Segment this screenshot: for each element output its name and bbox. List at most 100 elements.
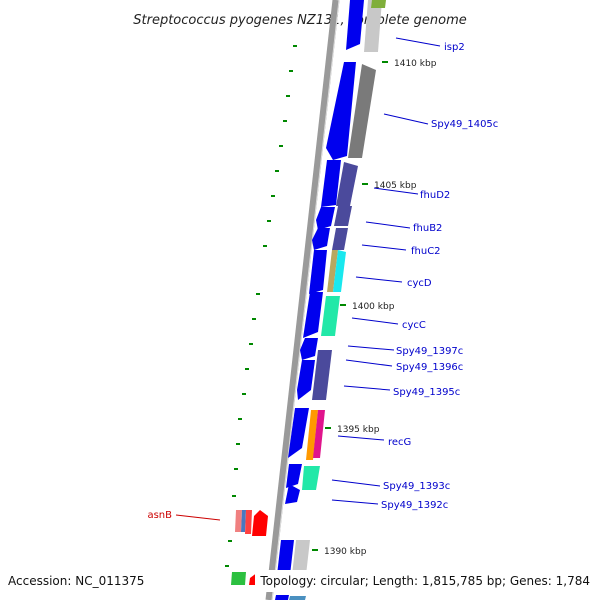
cds-feature[interactable] xyxy=(275,595,289,600)
gc-dot xyxy=(242,393,246,395)
gc-trace-dots xyxy=(225,45,297,567)
cds-feature[interactable] xyxy=(312,228,330,250)
gene-label[interactable]: Spy49_1395c xyxy=(393,387,460,398)
cds-feature[interactable] xyxy=(316,207,335,230)
gene-label[interactable]: Spy49_1392c xyxy=(381,500,448,511)
cog-feature[interactable] xyxy=(333,250,346,292)
topology-label: Topology: circular; Length: 1,815,785 bp… xyxy=(259,574,590,588)
gene-label[interactable]: asnB xyxy=(147,510,172,521)
cds-feature[interactable] xyxy=(303,292,323,338)
gc-dot xyxy=(271,195,275,197)
cds-features xyxy=(275,0,364,600)
accession-label: Accession: NC_011375 xyxy=(8,574,144,588)
gc-dot xyxy=(249,343,253,345)
kbp-tick xyxy=(362,183,368,185)
gc-dot xyxy=(238,418,242,420)
cog-feature[interactable] xyxy=(302,466,320,490)
gene-label-leader xyxy=(365,221,411,229)
gene-label-leader xyxy=(331,499,379,505)
cog-feature[interactable] xyxy=(321,296,340,336)
gene-labels: isp2 Spy49_1405c fhuD2 fhuB2 fhuC2 cycD cycC Sp… xyxy=(147,37,498,521)
cog-feature[interactable] xyxy=(348,64,376,158)
gene-label-leader xyxy=(347,345,395,351)
gene-label[interactable]: Spy49_1397c xyxy=(396,346,463,357)
gene-label[interactable]: cycC xyxy=(402,320,426,331)
kbp-label: 1410 kbp xyxy=(394,59,437,69)
cds-feature[interactable] xyxy=(241,510,246,532)
cds-feature[interactable] xyxy=(309,250,327,294)
gc-dot xyxy=(263,245,267,247)
cds-feature[interactable] xyxy=(231,572,246,585)
gene-label-leader xyxy=(345,359,393,367)
gene-label[interactable]: fhuB2 xyxy=(413,223,442,234)
gc-dot xyxy=(289,70,293,72)
cog-feature[interactable] xyxy=(327,250,338,292)
gene-label-leader xyxy=(343,385,391,391)
kbp-tick xyxy=(340,304,346,306)
gene-label[interactable]: fhuD2 xyxy=(420,190,450,201)
asnb-cluster xyxy=(231,510,268,585)
cds-feature[interactable] xyxy=(346,0,364,50)
cds-feature[interactable] xyxy=(285,484,300,504)
gc-dot xyxy=(252,318,256,320)
gene-label[interactable]: cycD xyxy=(407,278,432,289)
cds-feature[interactable] xyxy=(300,338,318,360)
gene-label-leader xyxy=(351,317,399,325)
cds-feature[interactable] xyxy=(288,408,309,458)
gc-dot xyxy=(286,95,290,97)
gene-label-leader xyxy=(395,37,441,47)
gene-label-leader xyxy=(361,244,407,251)
cog-feature[interactable] xyxy=(289,596,306,600)
kbp-tick xyxy=(382,61,388,63)
cog-feature[interactable] xyxy=(364,0,382,52)
cog-feature[interactable] xyxy=(336,162,358,206)
kbp-label: 1390 kbp xyxy=(324,547,367,557)
gene-label-leader xyxy=(175,514,221,521)
cog-feature[interactable] xyxy=(306,410,318,460)
kbp-label: 1395 kbp xyxy=(337,425,380,435)
cds-feature[interactable] xyxy=(297,360,315,400)
gene-label[interactable]: Spy49_1405c xyxy=(431,119,498,130)
cds-feature[interactable] xyxy=(286,464,302,488)
cds-feature[interactable] xyxy=(277,540,294,575)
cog-feature[interactable] xyxy=(312,350,332,400)
gene-label[interactable]: isp2 xyxy=(444,42,465,53)
kbp-tick xyxy=(325,427,331,429)
gc-dot xyxy=(225,565,229,567)
gc-dot xyxy=(232,495,236,497)
gc-dot xyxy=(275,170,279,172)
gene-label[interactable]: Spy49_1393c xyxy=(383,481,450,492)
cds-feature[interactable] xyxy=(245,510,252,534)
kbp-label: 1405 kbp xyxy=(374,181,417,191)
gene-label-leader xyxy=(373,187,419,195)
footer-backdrop xyxy=(255,570,595,592)
gene-label[interactable]: recG xyxy=(388,437,411,448)
cds-feature[interactable] xyxy=(252,510,268,536)
gc-dot xyxy=(234,468,238,470)
cog-feature[interactable] xyxy=(292,540,310,575)
gene-label[interactable]: fhuC2 xyxy=(411,246,441,257)
gc-dot xyxy=(279,145,283,147)
gc-dot xyxy=(236,443,240,445)
gene-label[interactable]: Spy49_1396c xyxy=(396,362,463,373)
gene-label-leader xyxy=(355,276,403,283)
cog-feature[interactable] xyxy=(332,228,348,250)
cog-features xyxy=(289,0,386,600)
gc-dot xyxy=(293,45,297,47)
gene-label-leader xyxy=(331,479,381,487)
cog-feature[interactable] xyxy=(313,410,325,458)
gene-label-leader xyxy=(383,113,429,125)
cds-feature[interactable] xyxy=(321,160,341,207)
cds-feature[interactable] xyxy=(326,62,356,160)
cog-feature[interactable] xyxy=(371,0,386,8)
gc-dot xyxy=(267,220,271,222)
gc-dot xyxy=(283,120,287,122)
kbp-scale: 1410 kbp 1405 kbp 1400 kbp 1395 kbp 1390 kbp xyxy=(312,59,437,557)
map-title: Streptococcus pyogenes NZ131, complete g… xyxy=(133,13,467,28)
backbone-highlight xyxy=(271,0,340,600)
backbone-line xyxy=(265,0,340,600)
cds-feature[interactable] xyxy=(235,510,242,532)
cog-feature[interactable] xyxy=(334,206,352,226)
